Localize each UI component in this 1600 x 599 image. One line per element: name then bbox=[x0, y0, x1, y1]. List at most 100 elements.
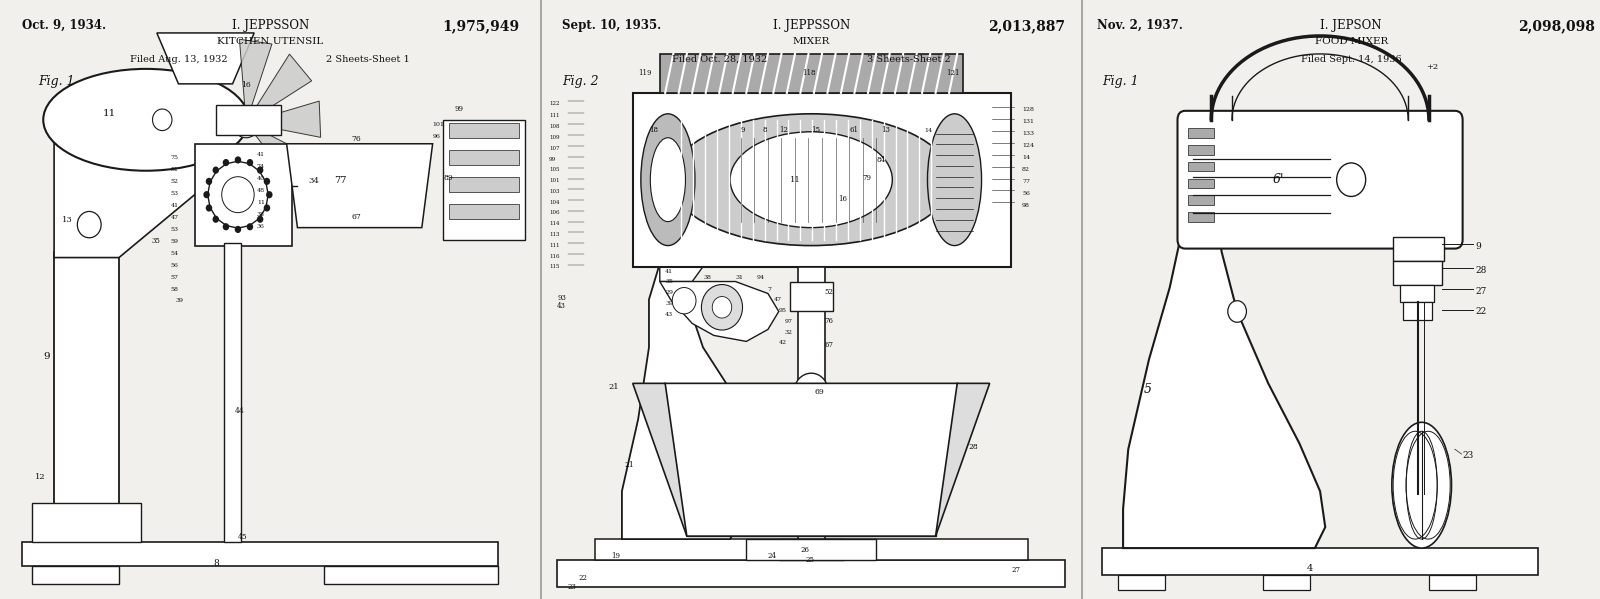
Circle shape bbox=[206, 204, 213, 211]
Polygon shape bbox=[1392, 237, 1445, 261]
Text: Fig. 1: Fig. 1 bbox=[1102, 75, 1139, 88]
Text: 16: 16 bbox=[838, 195, 848, 202]
Polygon shape bbox=[216, 105, 282, 135]
Text: 57: 57 bbox=[170, 274, 178, 280]
Circle shape bbox=[213, 216, 219, 223]
Polygon shape bbox=[224, 243, 240, 542]
Text: 59: 59 bbox=[170, 238, 178, 244]
Text: 34: 34 bbox=[309, 177, 318, 184]
Text: 36: 36 bbox=[258, 223, 264, 229]
Text: 124: 124 bbox=[1022, 143, 1034, 148]
Circle shape bbox=[222, 177, 254, 213]
Polygon shape bbox=[659, 252, 714, 282]
Circle shape bbox=[258, 167, 264, 174]
Text: Fig. 1: Fig. 1 bbox=[38, 75, 75, 88]
Circle shape bbox=[1227, 301, 1246, 322]
Circle shape bbox=[246, 159, 253, 166]
Text: 79: 79 bbox=[862, 174, 872, 181]
Text: 43: 43 bbox=[557, 302, 566, 310]
Text: 31: 31 bbox=[736, 274, 744, 280]
Polygon shape bbox=[240, 40, 272, 123]
Polygon shape bbox=[246, 101, 320, 137]
Ellipse shape bbox=[1392, 422, 1451, 548]
Text: 76: 76 bbox=[352, 135, 362, 143]
Polygon shape bbox=[659, 54, 963, 93]
Text: 3 Sheets-Sheet 2: 3 Sheets-Sheet 2 bbox=[867, 55, 950, 64]
Polygon shape bbox=[622, 264, 746, 539]
Text: 23: 23 bbox=[568, 583, 576, 591]
Polygon shape bbox=[595, 539, 1027, 560]
Circle shape bbox=[208, 162, 267, 228]
Ellipse shape bbox=[650, 138, 685, 222]
Text: 115: 115 bbox=[549, 264, 560, 270]
Text: 7: 7 bbox=[768, 286, 771, 292]
Text: 119: 119 bbox=[638, 69, 651, 77]
Text: 9: 9 bbox=[1475, 241, 1482, 250]
Ellipse shape bbox=[43, 69, 248, 171]
Polygon shape bbox=[798, 267, 824, 539]
Circle shape bbox=[152, 109, 171, 131]
Ellipse shape bbox=[670, 114, 952, 246]
Text: 118: 118 bbox=[802, 69, 816, 77]
Polygon shape bbox=[246, 123, 315, 187]
Polygon shape bbox=[1187, 128, 1214, 138]
Text: 9: 9 bbox=[43, 352, 50, 361]
Polygon shape bbox=[1187, 212, 1214, 222]
Text: +2: +2 bbox=[1426, 63, 1438, 71]
Text: 56: 56 bbox=[170, 262, 178, 268]
Text: MIXER: MIXER bbox=[792, 37, 830, 46]
Text: KITCHEN UTENSIL: KITCHEN UTENSIL bbox=[218, 37, 323, 46]
Text: 28: 28 bbox=[968, 443, 978, 451]
Polygon shape bbox=[1187, 162, 1214, 171]
Text: 99: 99 bbox=[454, 105, 464, 113]
Text: 11: 11 bbox=[790, 176, 800, 184]
Text: 2,098,098: 2,098,098 bbox=[1518, 19, 1595, 33]
Text: Nov. 2, 1937.: Nov. 2, 1937. bbox=[1098, 19, 1182, 32]
Polygon shape bbox=[557, 560, 1066, 587]
Text: 95: 95 bbox=[779, 308, 787, 313]
Text: Fig. 2: Fig. 2 bbox=[563, 75, 598, 88]
Text: 52: 52 bbox=[824, 288, 834, 295]
Text: 98: 98 bbox=[1022, 202, 1030, 208]
Text: 101: 101 bbox=[549, 178, 560, 183]
Polygon shape bbox=[22, 542, 498, 566]
Polygon shape bbox=[195, 144, 293, 246]
Text: Filed Sept. 14, 1936: Filed Sept. 14, 1936 bbox=[1301, 55, 1402, 64]
Text: 69: 69 bbox=[814, 388, 824, 397]
Circle shape bbox=[222, 223, 229, 231]
Polygon shape bbox=[450, 123, 518, 138]
Text: 19: 19 bbox=[611, 552, 621, 560]
Text: 2,013,887: 2,013,887 bbox=[989, 19, 1066, 33]
Text: 21: 21 bbox=[608, 383, 619, 391]
Text: 40: 40 bbox=[258, 176, 266, 181]
Polygon shape bbox=[746, 539, 877, 560]
Text: 43: 43 bbox=[666, 311, 674, 317]
Circle shape bbox=[264, 178, 270, 185]
Text: 26: 26 bbox=[800, 546, 810, 554]
Text: 96: 96 bbox=[432, 134, 440, 139]
Polygon shape bbox=[450, 177, 518, 192]
Polygon shape bbox=[1403, 302, 1432, 320]
Text: 76: 76 bbox=[824, 317, 834, 325]
Polygon shape bbox=[246, 54, 312, 123]
Text: 4: 4 bbox=[1307, 564, 1314, 573]
Polygon shape bbox=[32, 503, 141, 542]
Text: 122: 122 bbox=[549, 101, 560, 106]
Text: 56: 56 bbox=[1022, 190, 1030, 196]
Text: 97: 97 bbox=[784, 319, 792, 324]
Text: 38: 38 bbox=[702, 274, 710, 280]
Circle shape bbox=[203, 191, 210, 198]
Circle shape bbox=[266, 191, 272, 198]
Text: Sept. 10, 1935.: Sept. 10, 1935. bbox=[563, 19, 662, 32]
Text: Filed Oct. 28, 1932: Filed Oct. 28, 1932 bbox=[672, 55, 766, 64]
Text: 41: 41 bbox=[666, 268, 674, 274]
Text: 8: 8 bbox=[213, 559, 219, 568]
Circle shape bbox=[701, 285, 742, 330]
Text: 89: 89 bbox=[443, 174, 454, 181]
Text: 53: 53 bbox=[170, 190, 178, 196]
Text: 128: 128 bbox=[1022, 107, 1034, 112]
Text: 113: 113 bbox=[549, 232, 560, 237]
Polygon shape bbox=[1118, 575, 1165, 590]
Text: 5: 5 bbox=[1144, 383, 1152, 396]
Text: 51: 51 bbox=[170, 167, 178, 172]
